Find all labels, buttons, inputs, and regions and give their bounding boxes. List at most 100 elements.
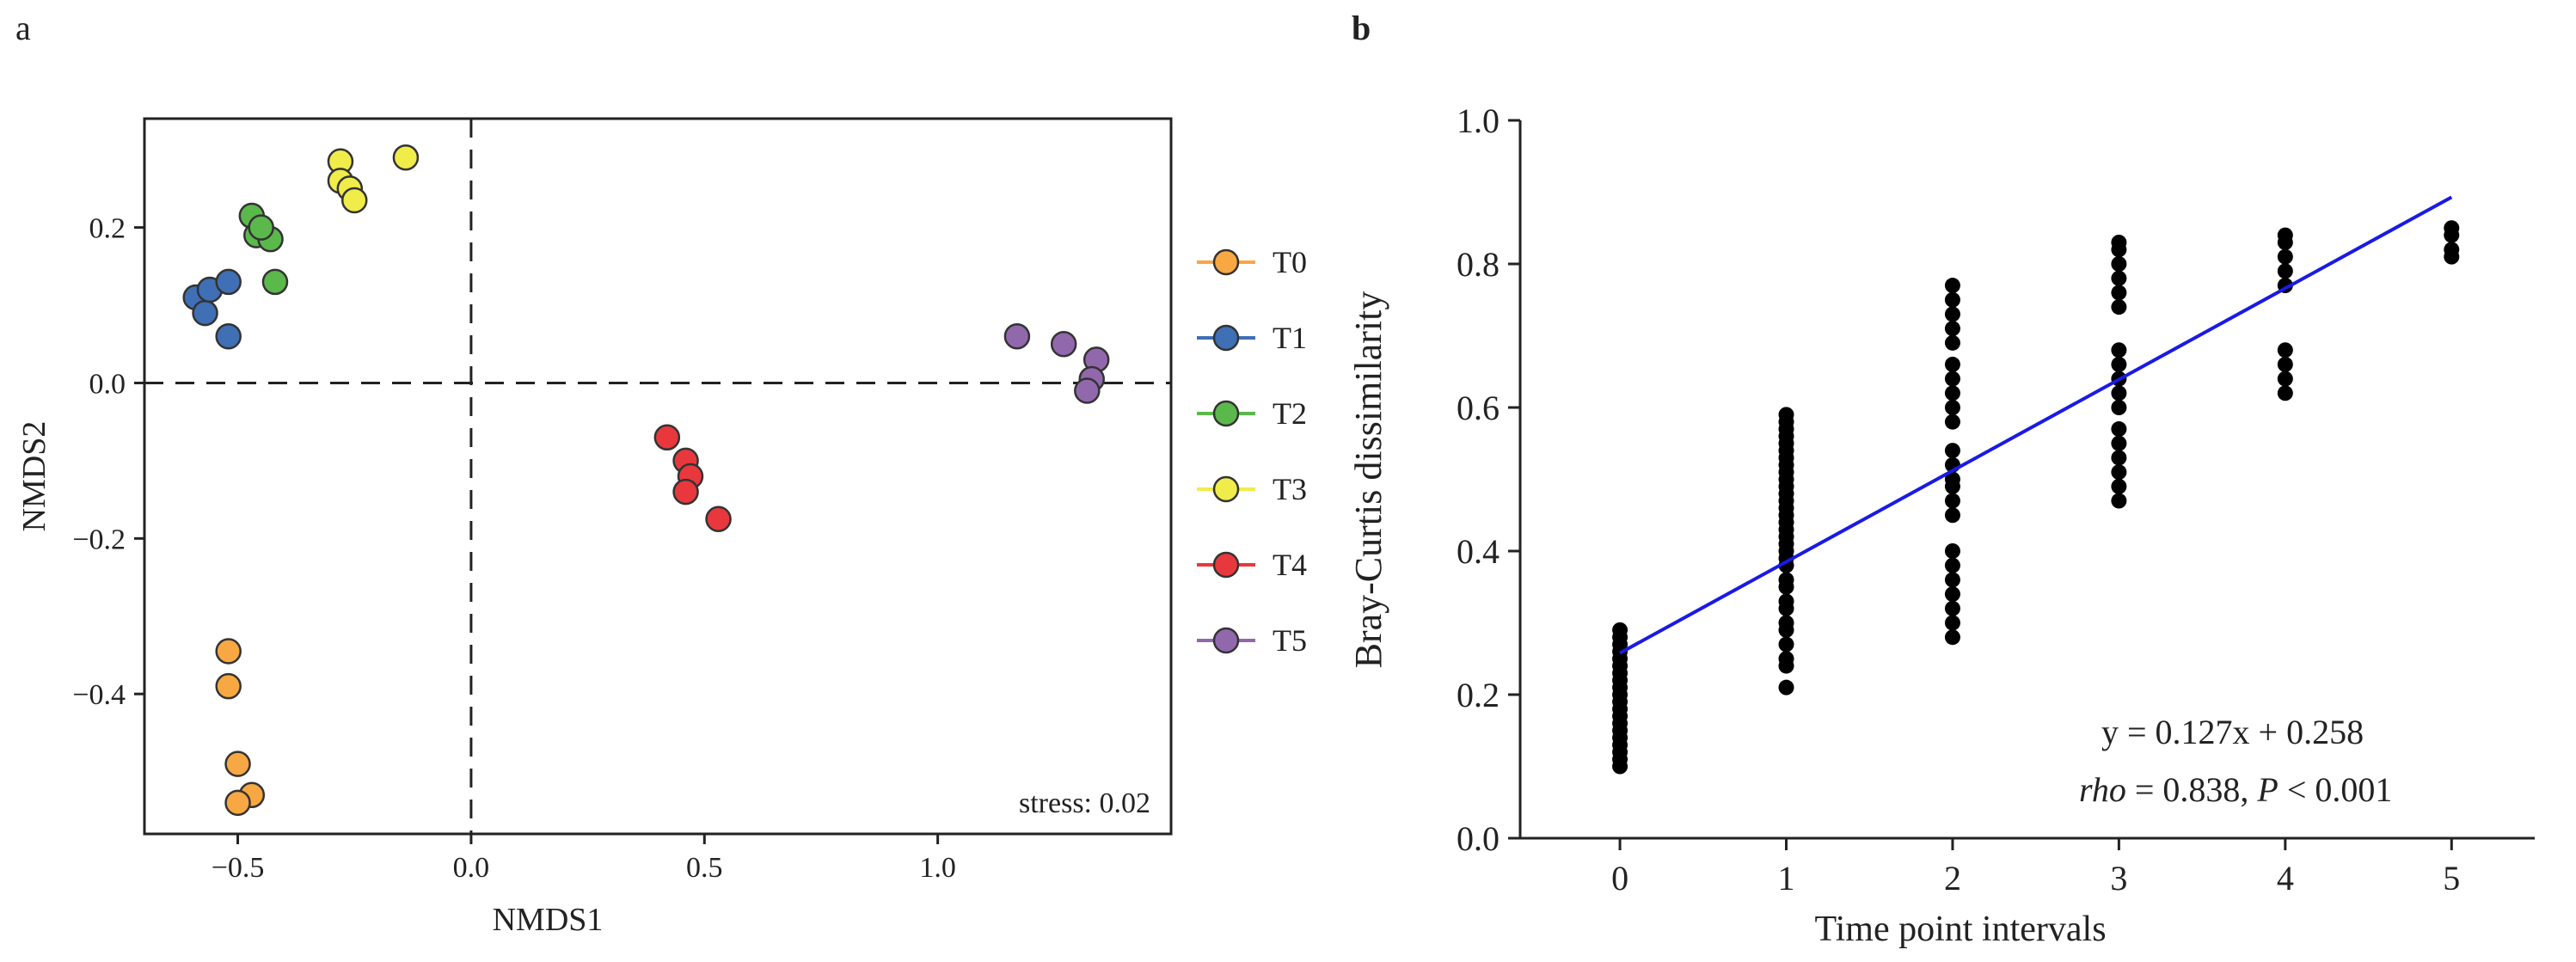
dissimilarity-point xyxy=(2111,435,2127,451)
panel-a-label: a xyxy=(15,9,31,47)
dissimilarity-point xyxy=(2111,450,2127,466)
point-t5 xyxy=(1050,331,1077,358)
dissimilarity-point xyxy=(1778,593,1794,610)
dissimilarity-point xyxy=(2277,356,2293,372)
dissimilarity-point xyxy=(2111,464,2127,481)
dissimilarity-point xyxy=(1778,651,1794,667)
x-tick-label: 1.0 xyxy=(919,852,956,884)
point-t2 xyxy=(248,214,274,241)
panel-b-label: b xyxy=(1352,9,1371,47)
point-t3 xyxy=(392,144,420,171)
point-t4 xyxy=(653,424,681,451)
point-t0 xyxy=(215,672,242,700)
dissimilarity-point xyxy=(2111,385,2127,401)
dissimilarity-point xyxy=(1944,278,1960,294)
legend-label-t4: T4 xyxy=(1273,548,1307,582)
dissimilarity-point xyxy=(2277,227,2293,243)
x-tick-label: 0.0 xyxy=(453,852,490,884)
p-value: < 0.001 xyxy=(2279,770,2393,809)
legend-marker-t3 xyxy=(1212,475,1240,503)
dissimilarity-point xyxy=(1944,356,1960,372)
point-t1 xyxy=(192,299,218,327)
x-tick-label: −0.5 xyxy=(212,852,265,884)
correlation-stats: rho = 0.838, P < 0.001 xyxy=(2079,770,2392,809)
panel-a-plot-frame xyxy=(143,117,1173,836)
dissimilarity-point xyxy=(2111,299,2127,316)
dissimilarity-point xyxy=(1778,636,1794,653)
dissimilarity-point xyxy=(2444,242,2460,258)
dissimilarity-point xyxy=(2444,220,2460,236)
dissimilarity-point xyxy=(2111,400,2127,415)
panel-b-bray-curtis-plot: b 0 1 2 3 4 5 0.0 0.2 0.4 0.6 0.8 1.0 y = 0.127x +… xyxy=(1347,9,2535,949)
x-tick-label: 1 xyxy=(1778,859,1795,898)
y-tick-label: 1.0 xyxy=(1457,101,1500,140)
dissimilarity-point xyxy=(1944,471,1960,487)
panel-a-nmds-plot: a −0.5 0.0 0.5 1.0 −0.4 −0.2 0.0 0.2 stress: 0… xyxy=(15,9,1307,938)
dissimilarity-point xyxy=(1944,557,1960,573)
regression-equation: y = 0.127x + 0.258 xyxy=(2101,713,2364,751)
y-tick-label: 0.2 xyxy=(89,213,126,245)
dissimilarity-point xyxy=(1944,321,1960,337)
x-tick-label: 5 xyxy=(2443,859,2460,898)
dissimilarity-point xyxy=(1944,507,1960,524)
legend-label-t3: T3 xyxy=(1273,472,1307,506)
dissimilarity-point xyxy=(2277,248,2293,265)
panel-b-points xyxy=(1612,220,2460,775)
panel-b-x-axis: 0 1 2 3 4 5 xyxy=(1611,838,2460,898)
y-tick-label: 0.2 xyxy=(1457,676,1500,714)
x-tick-label: 2 xyxy=(1944,859,1961,898)
legend-label-t5: T5 xyxy=(1273,623,1307,658)
legend-marker-t0 xyxy=(1212,248,1240,276)
dissimilarity-point xyxy=(1778,572,1794,588)
rho-label: rho xyxy=(2079,770,2126,809)
dissimilarity-point xyxy=(1944,400,1960,415)
point-t4 xyxy=(705,506,732,532)
panel-a-points xyxy=(182,144,1110,817)
legend-label-t0: T0 xyxy=(1273,245,1307,279)
dissimilarity-point xyxy=(1778,407,1794,423)
dissimilarity-point xyxy=(2111,478,2127,494)
dissimilarity-point xyxy=(1944,291,1960,308)
dissimilarity-point xyxy=(2277,371,2293,387)
y-tick-label: −0.2 xyxy=(72,524,126,555)
dissimilarity-point xyxy=(1944,586,1960,603)
dissimilarity-point xyxy=(1944,334,1960,351)
panel-b-x-axis-title: Time point intervals xyxy=(1814,910,2106,949)
point-t4 xyxy=(672,478,699,506)
dissimilarity-point xyxy=(2111,285,2127,301)
point-t5 xyxy=(1074,377,1101,404)
x-tick-label: 0.5 xyxy=(686,852,723,884)
dissimilarity-point xyxy=(1944,572,1960,588)
panel-a-x-axis: −0.5 0.0 0.5 1.0 xyxy=(212,834,956,884)
point-t3 xyxy=(340,187,368,214)
dissimilarity-point xyxy=(2111,342,2127,358)
p-label: P xyxy=(2256,770,2278,809)
dissimilarity-point xyxy=(1944,385,1960,401)
dissimilarity-point xyxy=(2111,270,2127,286)
dissimilarity-point xyxy=(2111,234,2127,250)
point-t0 xyxy=(224,751,251,777)
dissimilarity-point xyxy=(2111,421,2127,438)
dissimilarity-point xyxy=(1944,615,1960,631)
x-tick-label: 0 xyxy=(1611,859,1628,898)
regression-fit-line xyxy=(1619,195,2453,655)
dissimilarity-point xyxy=(2111,356,2127,372)
dissimilarity-point xyxy=(1944,493,1960,509)
dissimilarity-point xyxy=(1612,622,1628,638)
point-t0 xyxy=(215,638,242,665)
x-tick-label: 3 xyxy=(2110,859,2127,898)
dissimilarity-point xyxy=(1778,615,1794,631)
point-t1 xyxy=(215,268,242,296)
dissimilarity-point xyxy=(1778,679,1794,695)
y-tick-label: 0.6 xyxy=(1457,389,1500,427)
y-tick-label: 0.4 xyxy=(1457,532,1500,571)
dissimilarity-point xyxy=(1944,629,1960,646)
dissimilarity-point xyxy=(2111,493,2127,509)
y-tick-label: 0.0 xyxy=(1457,819,1500,858)
panel-a-legend: T0 T1 T2 T3 T4 T5 xyxy=(1197,245,1307,658)
panel-a-y-axis-title: NMDS2 xyxy=(16,421,52,532)
legend-marker-t5 xyxy=(1212,627,1240,654)
dissimilarity-point xyxy=(2277,342,2293,358)
dissimilarity-point xyxy=(1944,306,1960,322)
